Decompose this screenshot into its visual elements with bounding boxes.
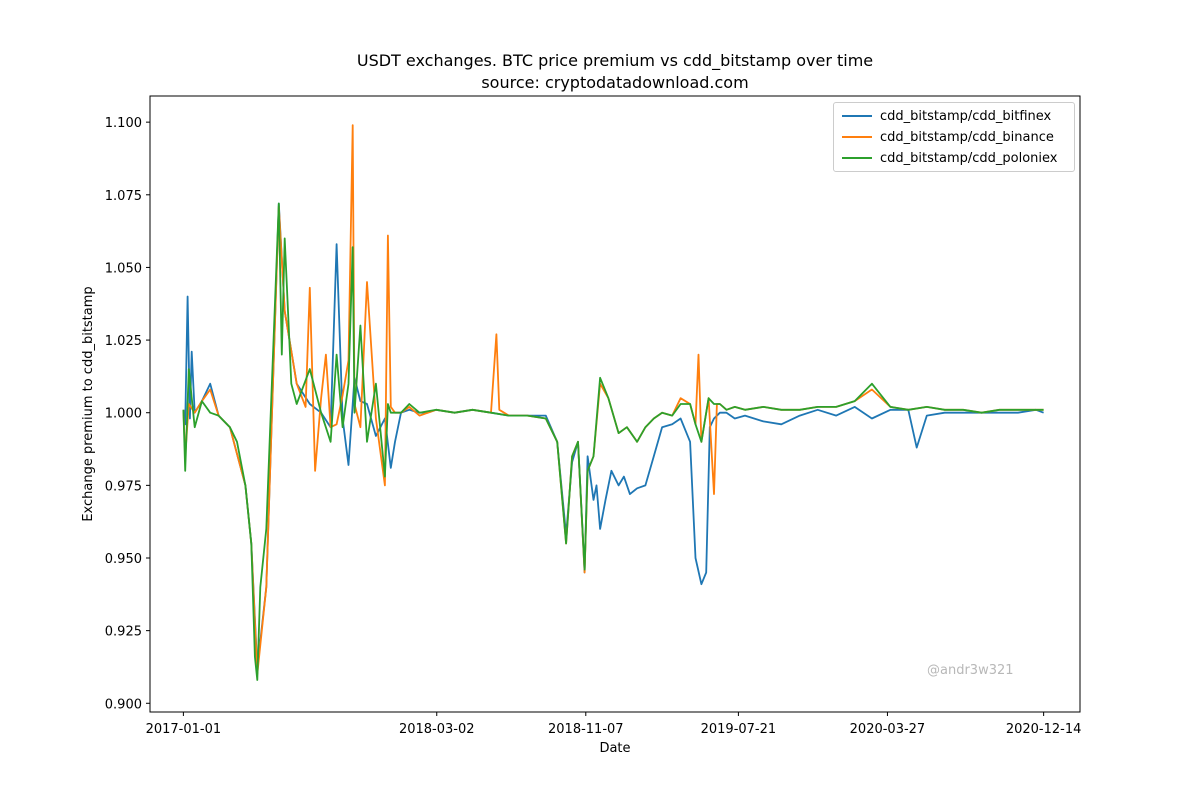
legend-item-poloniex: cdd_bitstamp/cdd_poloniex bbox=[842, 148, 1057, 168]
y-tick-label: 0.925 bbox=[105, 625, 142, 640]
legend: cdd_bitstamp/cdd_bitfinex cdd_bitstamp/c… bbox=[833, 102, 1075, 172]
series-line-bitfinex bbox=[182, 202, 1044, 670]
legend-item-bitfinex: cdd_bitstamp/cdd_bitfinex bbox=[842, 106, 1051, 126]
legend-swatch-bitfinex bbox=[842, 115, 872, 117]
legend-label-bitfinex: cdd_bitstamp/cdd_bitfinex bbox=[880, 108, 1052, 124]
series-line-poloniex bbox=[182, 202, 1044, 681]
series-lines bbox=[182, 124, 1044, 681]
legend-label-binance: cdd_bitstamp/cdd_binance bbox=[880, 129, 1054, 145]
x-tick-label: 2020-03-27 bbox=[850, 722, 926, 737]
chart-subtitle: source: cryptodatadownload.com bbox=[481, 73, 749, 92]
y-tick-label: 1.075 bbox=[105, 189, 142, 204]
y-tick-label: 0.950 bbox=[105, 552, 142, 567]
plot-area-frame bbox=[149, 95, 1081, 713]
x-tick-label: 2020-12-14 bbox=[1006, 722, 1082, 737]
y-axis-ticks: 0.900 0.925 0.950 0.975 1.000 1.025 1.050 1.075… bbox=[105, 116, 150, 712]
x-axis-label: Date bbox=[599, 741, 630, 756]
legend-label-poloniex: cdd_bitstamp/cdd_poloniex bbox=[880, 150, 1058, 166]
x-tick-label: 2018-11-07 bbox=[548, 722, 624, 737]
watermark-text: @andr3w321 bbox=[927, 663, 1014, 678]
legend-item-binance: cdd_bitstamp/cdd_binance bbox=[842, 127, 1054, 147]
legend-swatch-poloniex bbox=[842, 157, 872, 159]
y-tick-label: 1.025 bbox=[105, 334, 142, 349]
x-axis-ticks: 2017-01-01 2018-03-02 2018-11-07 2019-07-21… bbox=[146, 712, 1082, 737]
x-tick-label: 2019-07-21 bbox=[701, 722, 777, 737]
legend-swatch-binance bbox=[842, 136, 872, 138]
x-tick-label: 2017-01-01 bbox=[146, 722, 222, 737]
y-tick-label: 0.900 bbox=[105, 697, 142, 712]
y-tick-label: 1.050 bbox=[105, 261, 142, 276]
chart-title: USDT exchanges. BTC price premium vs cdd… bbox=[356, 51, 874, 70]
x-tick-label: 2018-03-02 bbox=[399, 722, 475, 737]
y-tick-label: 1.100 bbox=[105, 116, 142, 131]
y-axis-label: Exchange premium to cdd_bitstamp bbox=[81, 286, 96, 521]
series-line-binance bbox=[182, 124, 1044, 676]
y-tick-label: 1.000 bbox=[105, 407, 142, 422]
y-tick-label: 0.975 bbox=[105, 479, 142, 494]
